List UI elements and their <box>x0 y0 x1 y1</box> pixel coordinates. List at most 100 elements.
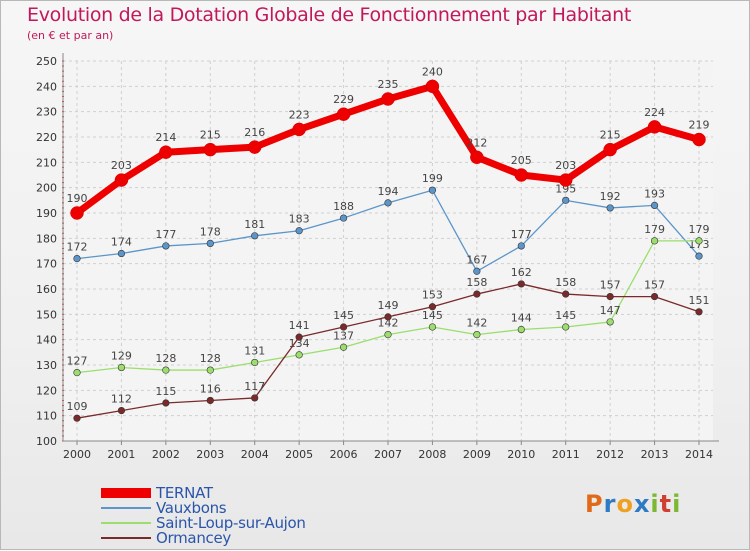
data-label: 112 <box>111 393 132 406</box>
data-label: 235 <box>378 78 399 91</box>
data-point <box>73 369 81 377</box>
data-point <box>384 331 392 339</box>
data-label: 215 <box>200 129 221 142</box>
x-tick-label: 2003 <box>196 448 224 461</box>
data-label: 141 <box>289 319 310 332</box>
data-label: 223 <box>289 108 310 121</box>
y-tick-label: 180 <box>36 232 57 245</box>
data-point <box>339 323 348 331</box>
data-point <box>206 366 214 374</box>
data-point <box>117 407 126 415</box>
data-point <box>606 318 614 326</box>
y-tick-label: 210 <box>36 156 57 169</box>
data-point <box>603 142 617 157</box>
data-point <box>428 186 437 194</box>
data-label: 157 <box>644 279 665 292</box>
data-label: 128 <box>200 352 221 365</box>
data-label: 127 <box>67 355 88 368</box>
data-point <box>251 394 259 402</box>
x-tick-label: 2009 <box>463 448 491 461</box>
data-point <box>428 303 437 311</box>
data-label: 144 <box>511 312 532 325</box>
x-tick-label: 2012 <box>596 448 624 461</box>
data-label: 145 <box>333 309 354 322</box>
data-label: 219 <box>689 119 710 132</box>
x-tick-label: 2007 <box>374 448 402 461</box>
legend-swatch <box>101 522 151 524</box>
data-point <box>650 237 659 245</box>
data-label: 134 <box>289 337 310 350</box>
y-tick-label: 150 <box>36 308 57 321</box>
data-point <box>606 293 614 301</box>
data-label: 115 <box>155 385 176 398</box>
y-tick-label: 110 <box>36 410 57 423</box>
data-point <box>70 206 84 220</box>
data-point <box>692 132 706 147</box>
data-label: 178 <box>200 225 221 238</box>
data-point <box>514 168 529 182</box>
data-point <box>73 414 81 422</box>
logo-letter: t <box>659 490 673 518</box>
legend-swatch <box>101 507 151 509</box>
data-label: 167 <box>466 253 487 266</box>
data-label: 212 <box>466 136 487 149</box>
data-label: 215 <box>600 129 621 142</box>
data-point <box>339 214 348 222</box>
data-point <box>695 308 703 316</box>
x-tick-label: 2011 <box>552 448 580 461</box>
y-tick-label: 250 <box>36 55 57 68</box>
data-label: 116 <box>200 382 221 395</box>
data-point <box>473 267 481 275</box>
data-point <box>162 366 170 374</box>
data-label: 203 <box>111 159 132 172</box>
data-point <box>558 173 573 187</box>
legend-swatch <box>101 537 151 539</box>
data-label: 205 <box>511 154 532 167</box>
data-point <box>162 242 170 250</box>
data-point <box>470 150 484 165</box>
data-label: 181 <box>244 218 265 231</box>
chart-subtitle: (en € et par an) <box>27 29 114 42</box>
data-label: 240 <box>422 65 443 78</box>
data-point <box>203 142 218 157</box>
y-tick-label: 170 <box>36 258 57 271</box>
data-point <box>251 358 259 367</box>
y-tick-label: 220 <box>36 131 57 144</box>
x-tick-label: 2001 <box>107 448 135 461</box>
data-point <box>206 396 214 405</box>
data-label: 224 <box>644 106 665 119</box>
data-label: 195 <box>555 182 576 195</box>
data-label: 158 <box>466 276 487 289</box>
data-point <box>162 399 170 407</box>
data-label: 145 <box>555 309 576 322</box>
data-point <box>425 79 440 94</box>
data-point <box>336 107 351 121</box>
data-point <box>114 173 129 187</box>
data-point <box>650 293 659 301</box>
data-label: 147 <box>600 304 621 317</box>
data-label: 214 <box>155 131 176 144</box>
data-label: 183 <box>289 213 310 226</box>
x-tick-label: 2008 <box>418 448 446 461</box>
data-point <box>295 333 303 341</box>
data-label: 216 <box>244 126 265 139</box>
logo-letter: r <box>603 490 617 518</box>
data-label: 131 <box>244 344 265 357</box>
data-label: 128 <box>155 352 176 365</box>
data-point <box>473 331 481 339</box>
data-label: 190 <box>67 192 88 205</box>
x-tick-label: 2005 <box>285 448 313 461</box>
data-label: 194 <box>378 185 399 198</box>
data-label: 188 <box>333 200 354 213</box>
data-point <box>384 199 392 207</box>
data-point <box>695 252 703 260</box>
y-tick-label: 160 <box>36 283 57 296</box>
data-point <box>247 140 262 154</box>
legend-label: Saint-Loup-sur-Aujon <box>156 514 306 532</box>
data-point <box>381 92 395 106</box>
data-label: 142 <box>378 317 399 330</box>
data-label: 177 <box>511 228 532 241</box>
legend-label: Vauxbons <box>156 499 227 517</box>
data-label: 109 <box>67 400 88 413</box>
